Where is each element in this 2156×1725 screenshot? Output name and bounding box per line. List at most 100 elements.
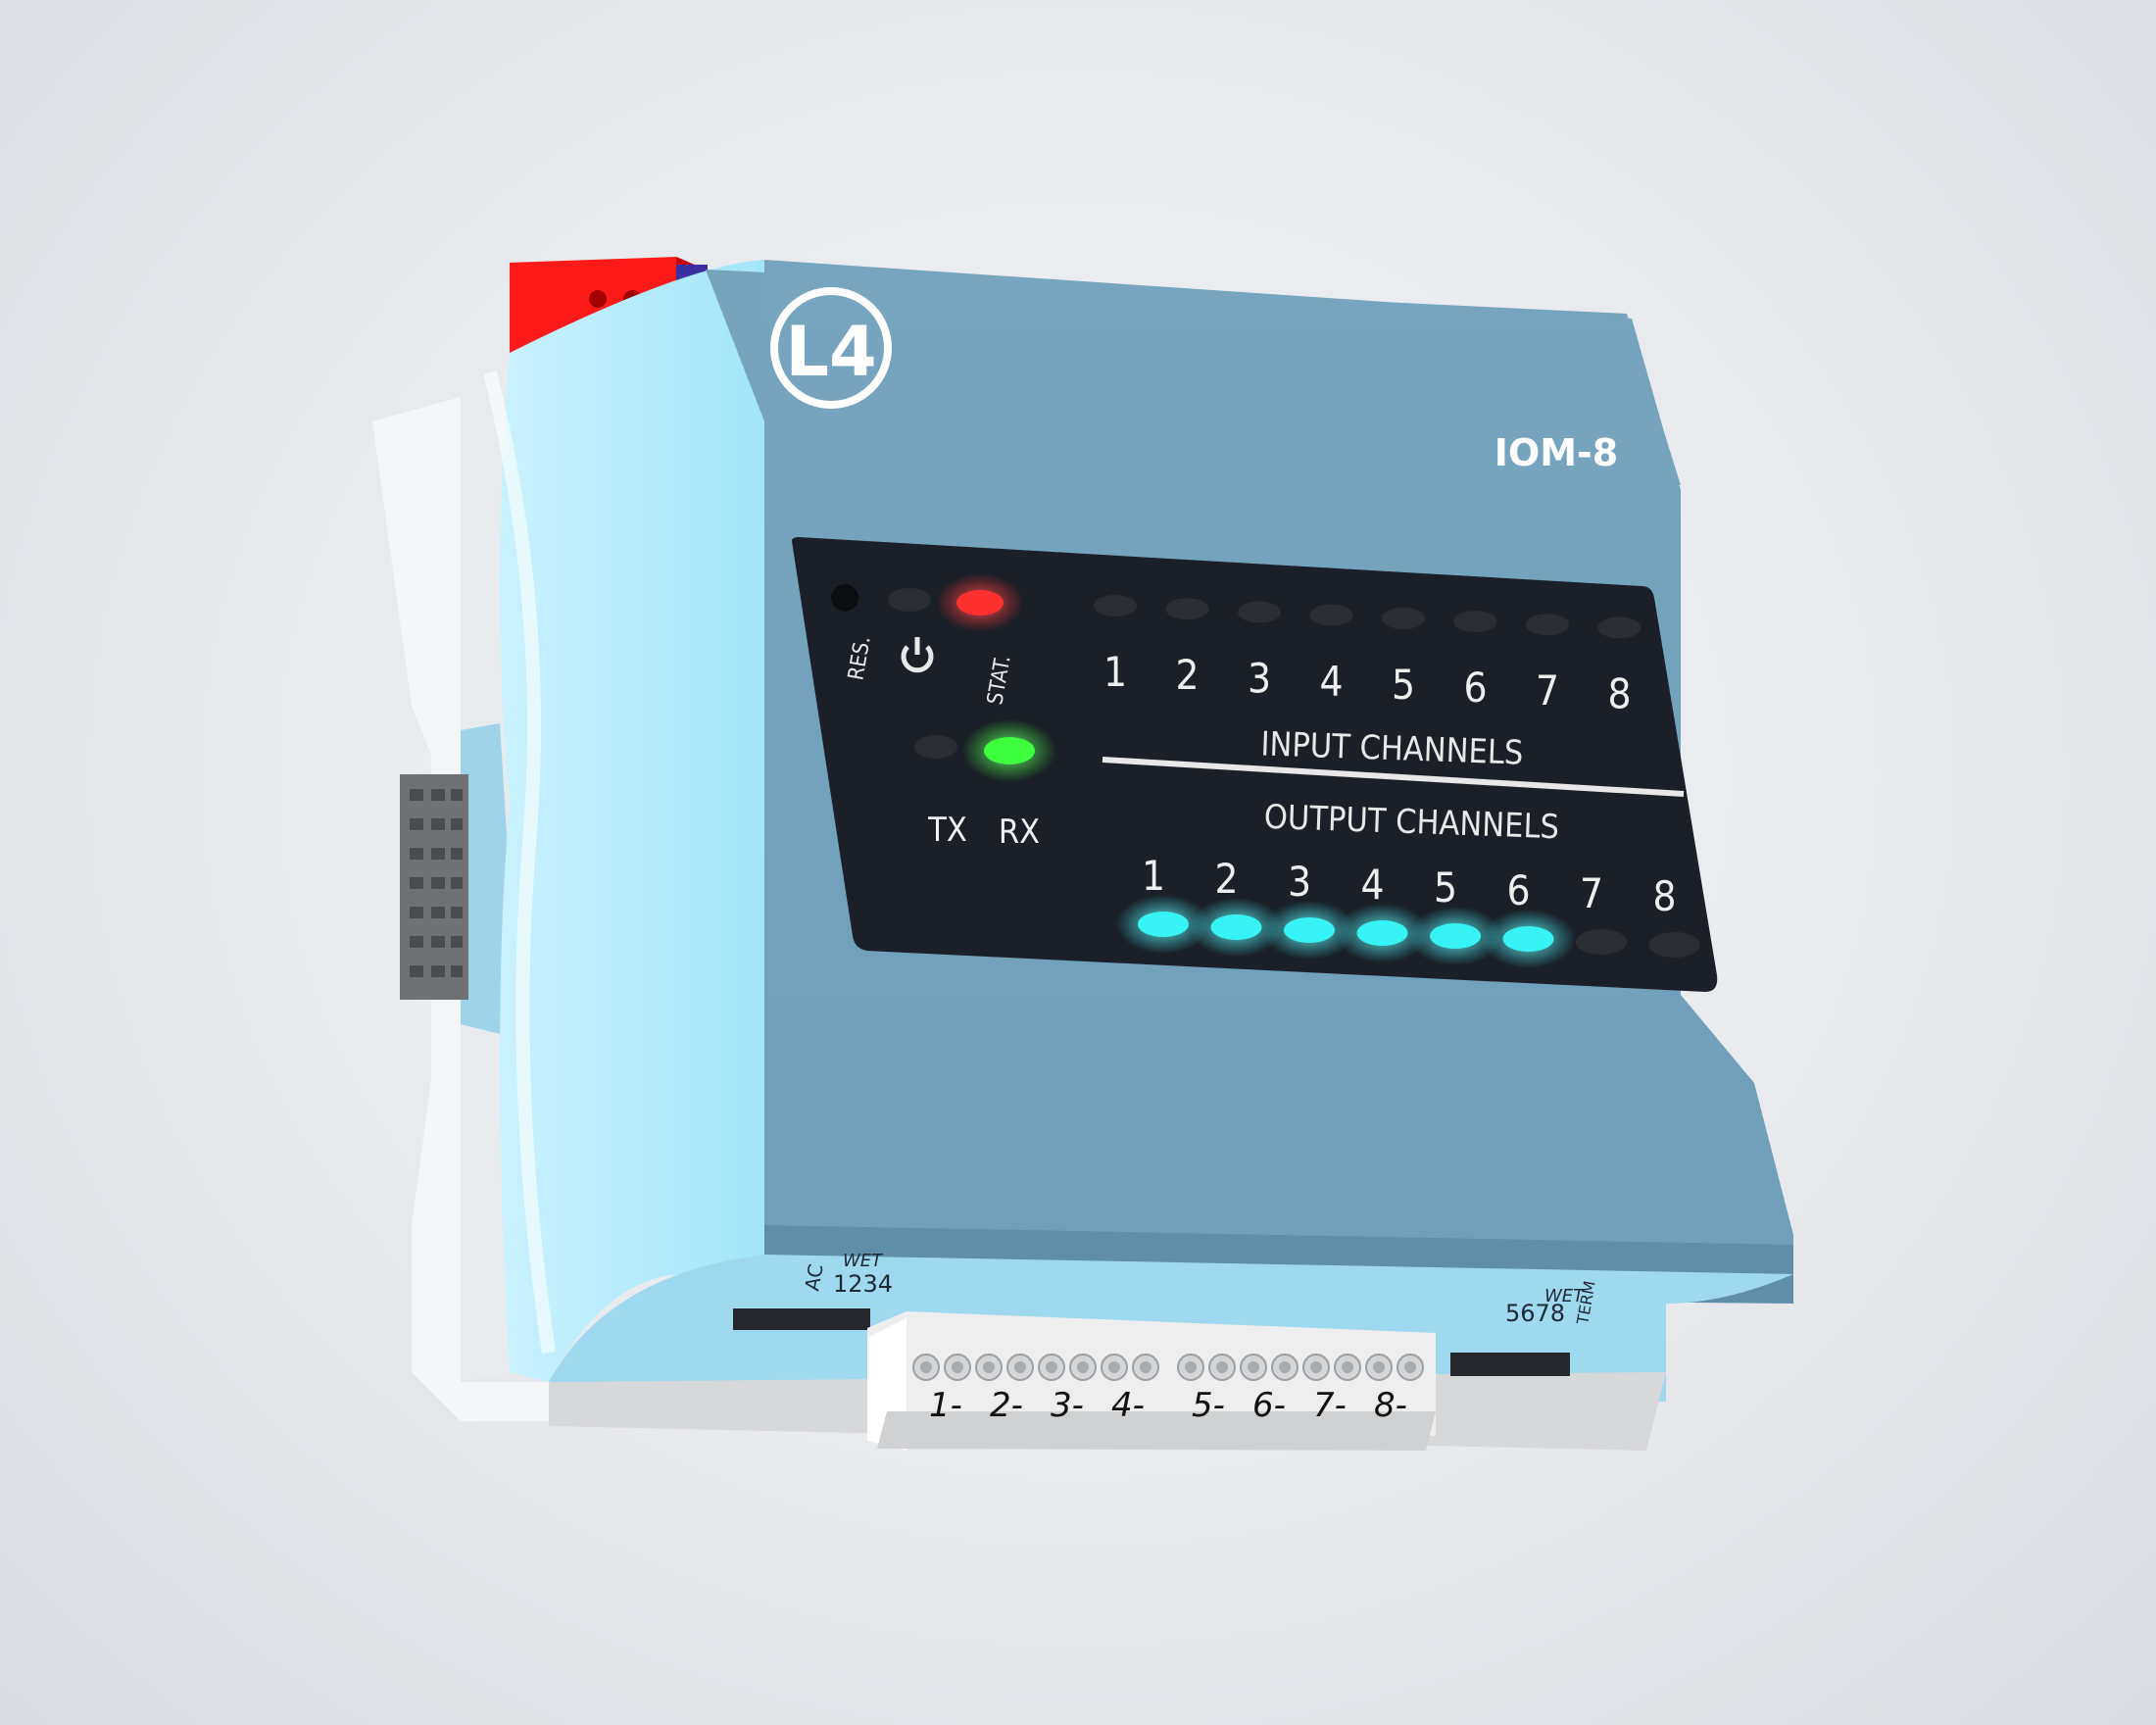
brand-logo-text: L4 [785, 312, 876, 392]
section-divider [1102, 757, 1685, 797]
input-channel-8: 8 [1597, 616, 1642, 717]
output-channel-number: 6 [1506, 866, 1530, 914]
output-led-6 [1502, 926, 1554, 952]
terminal-label: 6- [1252, 1386, 1286, 1425]
input-channel-4: 4 [1309, 604, 1353, 706]
terminal-screw[interactable] [975, 1354, 1003, 1381]
terminal-label: 5- [1192, 1386, 1225, 1425]
output-channel-number: 3 [1288, 858, 1311, 906]
output-channel-5: 5 [1408, 863, 1502, 965]
terminal-screw[interactable] [1101, 1354, 1128, 1381]
output-channel-number: 2 [1214, 855, 1238, 903]
terminal-label: 2- [990, 1386, 1023, 1425]
port-left [733, 1308, 870, 1330]
terminal-screw[interactable] [1069, 1354, 1097, 1381]
input-channel-number: 5 [1392, 661, 1415, 709]
digits-label-right: 5678 [1505, 1300, 1565, 1327]
bottom-label-area: AC WET 1234 WET 5678 TERM [733, 1251, 1599, 1376]
output-led-8 [1648, 932, 1700, 958]
terminal-screw[interactable] [1177, 1354, 1204, 1381]
housing-side [483, 260, 764, 1382]
output-led-7 [1576, 929, 1627, 955]
power-led [888, 588, 931, 612]
output-led-2 [1210, 914, 1262, 940]
display-panel [792, 537, 1718, 992]
input-channel-number: 4 [1319, 658, 1343, 706]
terminal-screw[interactable] [1302, 1354, 1330, 1381]
input-channel-number: 1 [1103, 648, 1127, 696]
rx-led [984, 737, 1035, 764]
output-channel-3: 3 [1262, 858, 1356, 960]
terminal-screw[interactable] [1365, 1354, 1393, 1381]
rx-label: RX [999, 813, 1040, 852]
brand-logo: L4 [770, 287, 892, 409]
output-led-1 [1138, 912, 1189, 937]
output-channel-2: 2 [1189, 855, 1284, 957]
input-channel-number: 8 [1607, 669, 1631, 717]
terminal-screw[interactable] [1396, 1354, 1424, 1381]
ac-label: AC [800, 1262, 827, 1293]
input-channel-number: 2 [1175, 651, 1199, 699]
output-led-5 [1430, 923, 1481, 949]
output-channel-4: 4 [1335, 861, 1430, 962]
input-channel-7: 7 [1526, 614, 1569, 715]
terminal-screw[interactable] [1132, 1354, 1159, 1381]
digits-label-left: 1234 [833, 1270, 893, 1298]
output-channel-6: 6 [1481, 866, 1576, 968]
input-led-8 [1597, 616, 1642, 639]
terminal-block: 1- 2- 3- 4- 5- 6- 7- 8- [867, 1311, 1436, 1451]
model-label: IOM-8 [1494, 431, 1618, 474]
power-icon [901, 637, 934, 673]
terminal-screw[interactable] [1334, 1354, 1361, 1381]
reset-button[interactable] [831, 584, 858, 612]
output-channel-number: 7 [1580, 869, 1603, 917]
terminal-label: 8- [1374, 1386, 1407, 1425]
status-led [956, 590, 1004, 616]
output-channel-number: 4 [1360, 861, 1384, 909]
input-channel-2: 2 [1165, 598, 1209, 699]
terminal-screw[interactable] [944, 1354, 971, 1381]
terminal-screw[interactable] [1208, 1354, 1236, 1381]
wet-label-left: WET [843, 1251, 884, 1271]
terminal-screw[interactable] [1240, 1354, 1267, 1381]
port-right [1450, 1353, 1570, 1376]
input-channel-1: 1 [1094, 595, 1137, 696]
input-led-4 [1309, 604, 1353, 626]
terminal-screw[interactable] [1038, 1354, 1065, 1381]
tx-label: TX [927, 811, 967, 850]
output-channel-number: 8 [1652, 872, 1676, 920]
input-led-2 [1165, 598, 1209, 620]
input-led-7 [1526, 614, 1569, 636]
input-led-6 [1453, 611, 1497, 632]
terminal-label: 3- [1051, 1386, 1084, 1425]
tx-led [914, 735, 957, 759]
terminal-label: 1- [929, 1386, 962, 1425]
input-channel-6: 6 [1453, 611, 1497, 712]
terminal-label: 7- [1313, 1386, 1347, 1425]
terminal-screw[interactable] [1271, 1354, 1298, 1381]
output-led-3 [1284, 917, 1335, 943]
input-channel-3: 3 [1238, 601, 1281, 702]
output-channel-1: 1 [1116, 852, 1210, 954]
input-channel-number: 7 [1536, 666, 1559, 715]
input-channel-5: 5 [1382, 607, 1425, 709]
output-channel-7: 7 [1576, 869, 1627, 955]
wet-label-right: WET [1544, 1286, 1586, 1306]
input-led-3 [1238, 601, 1281, 623]
terminal-label: 4- [1111, 1386, 1145, 1425]
input-led-1 [1094, 595, 1137, 616]
output-channel-number: 1 [1142, 852, 1165, 900]
output-channel-number: 5 [1434, 863, 1457, 912]
input-led-5 [1382, 607, 1425, 629]
input-channels-title: INPUT CHANNELS [1260, 724, 1524, 772]
terminal-screw[interactable] [912, 1354, 940, 1381]
terminal-screw[interactable] [1006, 1354, 1034, 1381]
side-comm-connector [400, 723, 519, 1039]
input-channel-number: 3 [1248, 654, 1271, 702]
input-channel-number: 6 [1463, 664, 1487, 712]
output-channel-8: 8 [1648, 872, 1700, 958]
output-led-4 [1356, 920, 1408, 946]
